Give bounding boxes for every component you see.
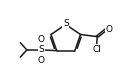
Text: O: O: [38, 35, 45, 44]
Text: O: O: [38, 56, 45, 64]
Text: O: O: [105, 25, 112, 34]
Text: S: S: [63, 19, 69, 28]
Text: S: S: [38, 45, 44, 54]
Text: Cl: Cl: [92, 45, 101, 54]
